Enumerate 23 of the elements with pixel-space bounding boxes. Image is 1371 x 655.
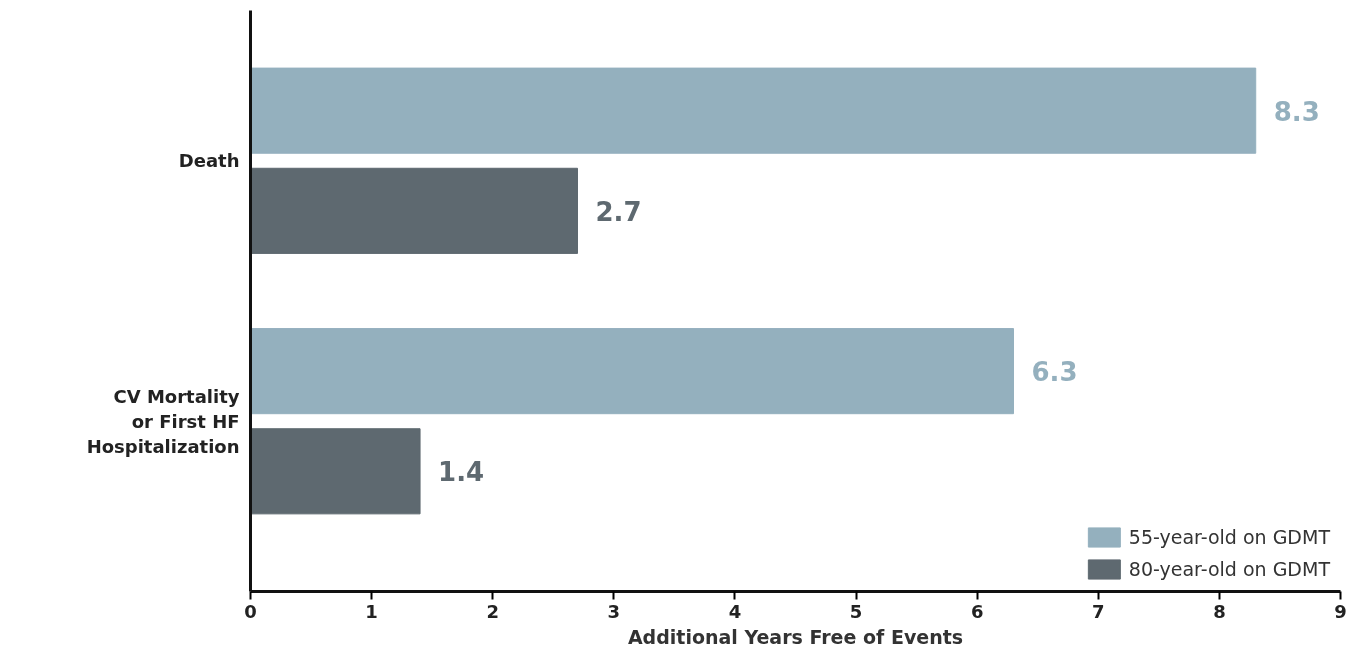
bar	[250, 328, 1014, 415]
x-tick-label: 5	[849, 600, 863, 622]
x-tick-label: 6	[970, 600, 984, 622]
x-tick-label: 4	[728, 600, 742, 622]
data-label: 2.7	[595, 196, 642, 227]
y-tick-label: Death	[178, 150, 240, 172]
x-tick-label: 2	[486, 600, 499, 622]
data-label: 6.3	[1031, 357, 1078, 388]
bar	[250, 67, 1257, 154]
legend-label: 55-year-old on GDMT	[1128, 526, 1330, 548]
x-tick-label: 0	[244, 600, 257, 622]
y-tick-label: CV Mortality or First HF Hospitalization	[86, 385, 240, 457]
bar	[250, 428, 421, 515]
bar	[250, 167, 578, 254]
x-tick-label: 7	[1092, 600, 1105, 622]
x-tick-label: 8	[1213, 600, 1226, 622]
x-axis-title: Additional Years Free of Events	[627, 625, 964, 648]
x-tick-label: 3	[607, 600, 621, 622]
x-tick-label: 1	[365, 600, 378, 622]
data-label: 8.3	[1273, 96, 1320, 127]
x-tick-label: 9	[1334, 600, 1347, 622]
data-label: 1.4	[438, 457, 485, 488]
legend-label: 80-year-old on GDMT	[1128, 558, 1330, 580]
